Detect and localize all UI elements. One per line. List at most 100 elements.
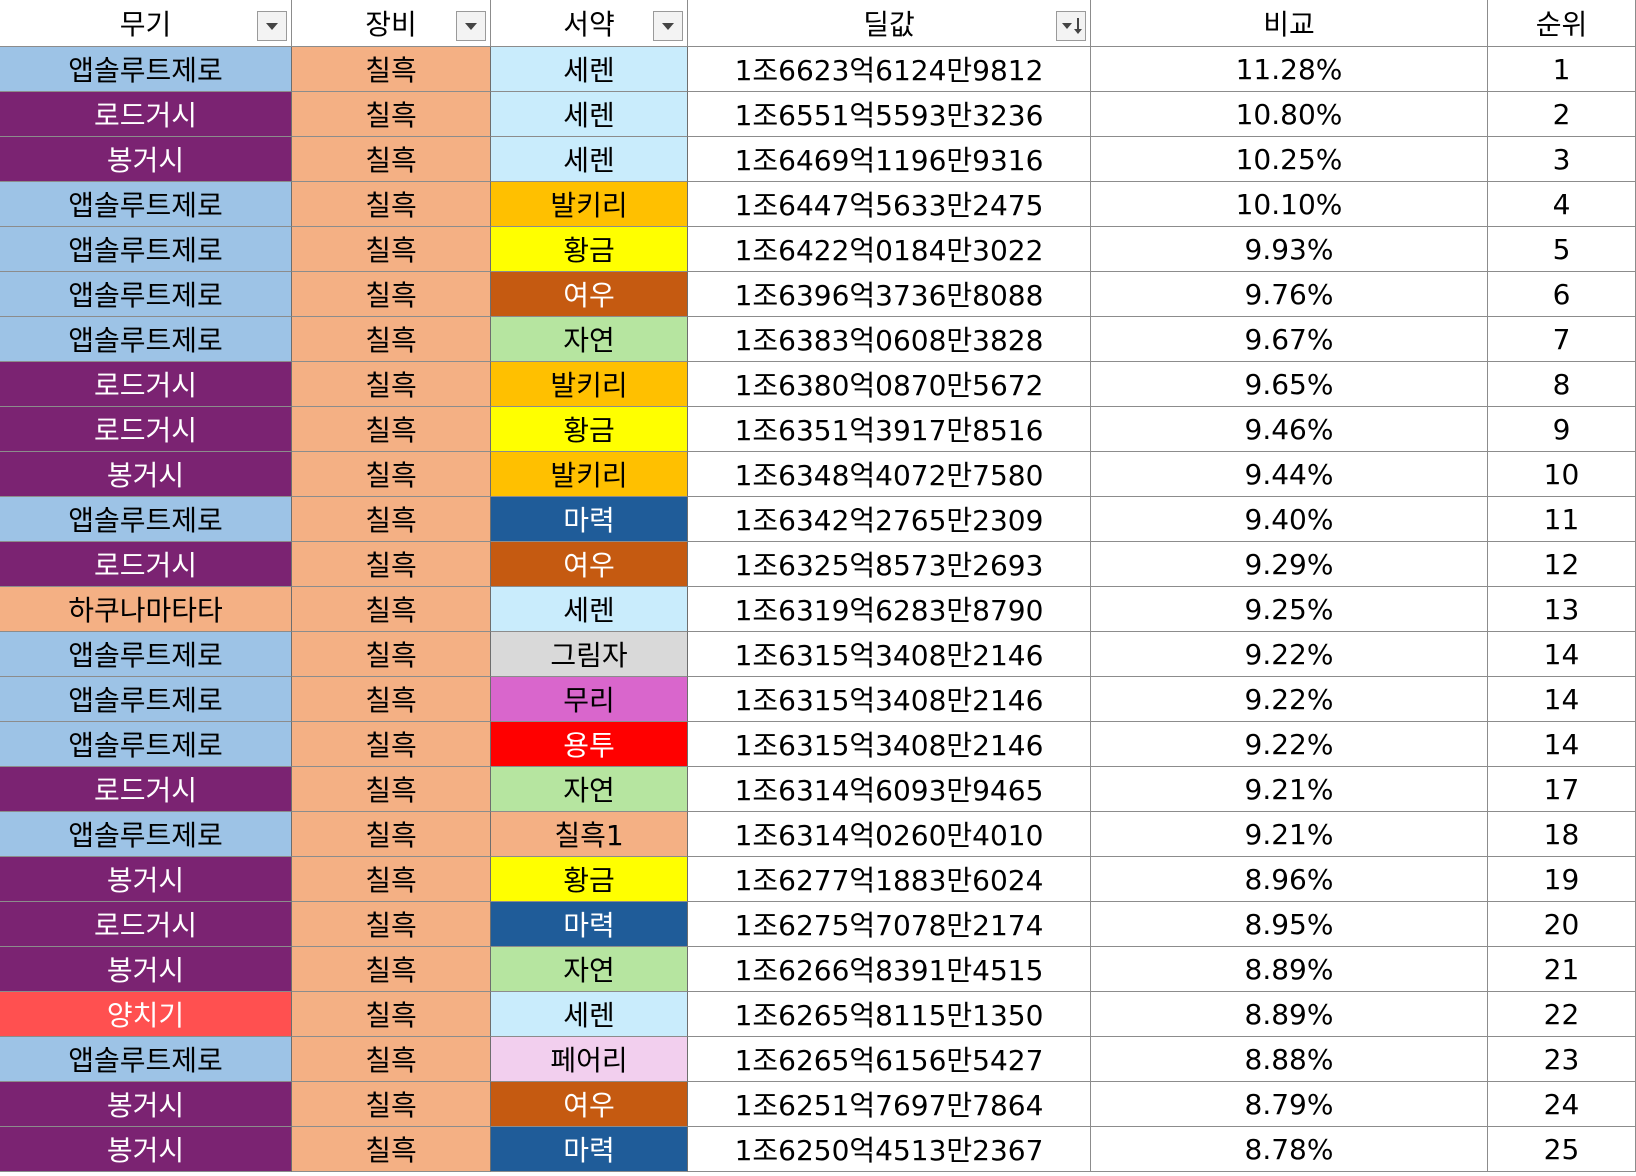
weapon-cell: 로드거시 <box>0 542 292 587</box>
equipment-cell: 칠흑 <box>292 722 491 767</box>
rank-cell: 17 <box>1488 767 1636 812</box>
dropdown-icon <box>266 23 278 30</box>
rank-cell: 25 <box>1488 1127 1636 1172</box>
pledge-cell: 세렌 <box>491 137 688 182</box>
filter-button[interactable] <box>456 11 486 41</box>
damage-cell: 1조6469억1196만9316 <box>688 137 1091 182</box>
weapon-cell: 앱솔루트제로 <box>0 182 292 227</box>
header-cell: 서약 <box>491 0 688 47</box>
rank-cell: 10 <box>1488 452 1636 497</box>
ratio-cell: 8.96% <box>1091 857 1488 902</box>
equipment-cell: 칠흑 <box>292 92 491 137</box>
weapon-cell: 로드거시 <box>0 92 292 137</box>
equipment-cell: 칠흑 <box>292 1127 491 1172</box>
damage-cell: 1조6396억3736만8088 <box>688 272 1091 317</box>
damage-cell: 1조6551억5593만3236 <box>688 92 1091 137</box>
rank-cell: 4 <box>1488 182 1636 227</box>
pledge-cell: 용투 <box>491 722 688 767</box>
sort-filter-button[interactable] <box>1056 11 1086 41</box>
equipment-cell: 칠흑 <box>292 497 491 542</box>
pledge-cell: 마력 <box>491 902 688 947</box>
equipment-cell: 칠흑 <box>292 272 491 317</box>
dropdown-icon <box>662 23 674 30</box>
rank-cell: 7 <box>1488 317 1636 362</box>
weapon-cell: 로드거시 <box>0 902 292 947</box>
weapon-cell: 앱솔루트제로 <box>0 1037 292 1082</box>
ratio-cell: 11.28% <box>1091 47 1488 92</box>
ratio-cell: 10.10% <box>1091 182 1488 227</box>
ratio-cell: 9.22% <box>1091 677 1488 722</box>
equipment-cell: 칠흑 <box>292 992 491 1037</box>
rank-cell: 1 <box>1488 47 1636 92</box>
ratio-cell: 10.25% <box>1091 137 1488 182</box>
damage-cell: 1조6315억3408만2146 <box>688 677 1091 722</box>
weapon-cell: 앱솔루트제로 <box>0 497 292 542</box>
rank-cell: 6 <box>1488 272 1636 317</box>
equipment-cell: 칠흑 <box>292 857 491 902</box>
ratio-cell: 9.21% <box>1091 767 1488 812</box>
weapon-cell: 봉거시 <box>0 452 292 497</box>
rank-cell: 24 <box>1488 1082 1636 1127</box>
header-cell: 무기 <box>0 0 292 47</box>
ratio-cell: 9.25% <box>1091 587 1488 632</box>
equipment-cell: 칠흑 <box>292 1037 491 1082</box>
damage-cell: 1조6265억8115만1350 <box>688 992 1091 1037</box>
damage-cell: 1조6266억8391만4515 <box>688 947 1091 992</box>
damage-cell: 1조6315억3408만2146 <box>688 632 1091 677</box>
pledge-cell: 그림자 <box>491 632 688 677</box>
weapon-cell: 로드거시 <box>0 407 292 452</box>
rank-cell: 14 <box>1488 722 1636 767</box>
rank-cell: 3 <box>1488 137 1636 182</box>
weapon-cell: 봉거시 <box>0 857 292 902</box>
ratio-cell: 9.22% <box>1091 632 1488 677</box>
equipment-cell: 칠흑 <box>292 587 491 632</box>
ratio-cell: 8.89% <box>1091 947 1488 992</box>
header-cell: 순위 <box>1488 0 1636 47</box>
damage-cell: 1조6277억1883만6024 <box>688 857 1091 902</box>
weapon-cell: 양치기 <box>0 992 292 1037</box>
ratio-cell: 9.46% <box>1091 407 1488 452</box>
weapon-cell: 앱솔루트제로 <box>0 632 292 677</box>
damage-cell: 1조6265억6156만5427 <box>688 1037 1091 1082</box>
pledge-cell: 세렌 <box>491 992 688 1037</box>
header-cell: 딜값 <box>688 0 1091 47</box>
equipment-cell: 칠흑 <box>292 542 491 587</box>
equipment-cell: 칠흑 <box>292 677 491 722</box>
pledge-cell: 마력 <box>491 497 688 542</box>
damage-cell: 1조6314억6093만9465 <box>688 767 1091 812</box>
pledge-cell: 페어리 <box>491 1037 688 1082</box>
weapon-cell: 앱솔루트제로 <box>0 47 292 92</box>
weapon-cell: 로드거시 <box>0 767 292 812</box>
rank-cell: 14 <box>1488 677 1636 722</box>
pledge-cell: 황금 <box>491 857 688 902</box>
pledge-cell: 자연 <box>491 767 688 812</box>
equipment-cell: 칠흑 <box>292 1082 491 1127</box>
damage-cell: 1조6275억7078만2174 <box>688 902 1091 947</box>
weapon-cell: 앱솔루트제로 <box>0 272 292 317</box>
damage-cell: 1조6319억6283만8790 <box>688 587 1091 632</box>
pledge-cell: 세렌 <box>491 587 688 632</box>
rank-cell: 12 <box>1488 542 1636 587</box>
equipment-cell: 칠흑 <box>292 317 491 362</box>
ratio-cell: 9.67% <box>1091 317 1488 362</box>
equipment-cell: 칠흑 <box>292 902 491 947</box>
weapon-cell: 로드거시 <box>0 362 292 407</box>
equipment-cell: 칠흑 <box>292 362 491 407</box>
pledge-cell: 마력 <box>491 1127 688 1172</box>
filter-button[interactable] <box>257 11 287 41</box>
damage-cell: 1조6348억4072만7580 <box>688 452 1091 497</box>
pledge-cell: 황금 <box>491 227 688 272</box>
header-text: 순위 <box>1488 0 1636 47</box>
weapon-cell: 앱솔루트제로 <box>0 227 292 272</box>
damage-cell: 1조6250억4513만2367 <box>688 1127 1091 1172</box>
rank-cell: 23 <box>1488 1037 1636 1082</box>
filter-button[interactable] <box>653 11 683 41</box>
ratio-cell: 9.76% <box>1091 272 1488 317</box>
dropdown-icon <box>465 23 477 30</box>
weapon-cell: 봉거시 <box>0 947 292 992</box>
pledge-cell: 발키리 <box>491 182 688 227</box>
sort-icon <box>1062 18 1082 34</box>
ratio-cell: 8.88% <box>1091 1037 1488 1082</box>
equipment-cell: 칠흑 <box>292 47 491 92</box>
